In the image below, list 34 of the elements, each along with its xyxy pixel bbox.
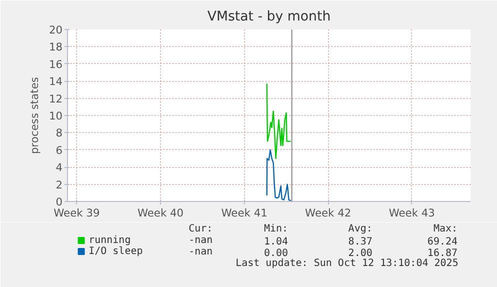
x-tick-label: Week 40 xyxy=(137,206,184,220)
text: Last update: Sun Oct 12 13:10:04 2025 xyxy=(236,258,458,269)
x-tick-label: Week 43 xyxy=(388,206,435,220)
text: 69.24 xyxy=(427,236,458,248)
y-tick-label: 18 xyxy=(48,40,63,54)
y-tick-label: 16 xyxy=(48,58,63,71)
text: 0.00 xyxy=(264,248,288,259)
text: Max: xyxy=(433,224,458,234)
y-tick-label: 14 xyxy=(48,75,63,88)
legend-label: I/O sleep xyxy=(88,246,143,257)
y-axis-title: process states xyxy=(28,76,41,154)
x-tick-label: Week 39 xyxy=(54,206,100,220)
text: Min: xyxy=(264,224,288,234)
y-tick-label: 4 xyxy=(56,161,63,174)
x-tick-label: Week 41 xyxy=(221,206,268,220)
chart-title: VMstat - by month xyxy=(207,10,331,24)
y-tick-label: 12 xyxy=(48,92,63,106)
line-series xyxy=(266,149,292,202)
y-tick-label: 10 xyxy=(48,110,63,122)
text: Avg: xyxy=(348,224,372,234)
y-tick-label: 6 xyxy=(56,144,63,157)
text: -nan xyxy=(188,246,213,258)
legend-label: running xyxy=(88,235,131,246)
y-tick-label: 0 xyxy=(56,196,63,208)
y-tick-label: 20 xyxy=(48,24,63,36)
text: 1.04 xyxy=(264,236,288,248)
x-tick-label: Week 42 xyxy=(305,206,352,220)
text: 8.37 xyxy=(348,236,372,248)
y-tick-label: 8 xyxy=(56,126,63,140)
y-tick-label: 2 xyxy=(56,178,62,192)
text: Cur: xyxy=(188,224,213,234)
text: 16.87 xyxy=(427,248,458,259)
text: 2.00 xyxy=(348,248,372,259)
text: -nan xyxy=(188,235,213,246)
